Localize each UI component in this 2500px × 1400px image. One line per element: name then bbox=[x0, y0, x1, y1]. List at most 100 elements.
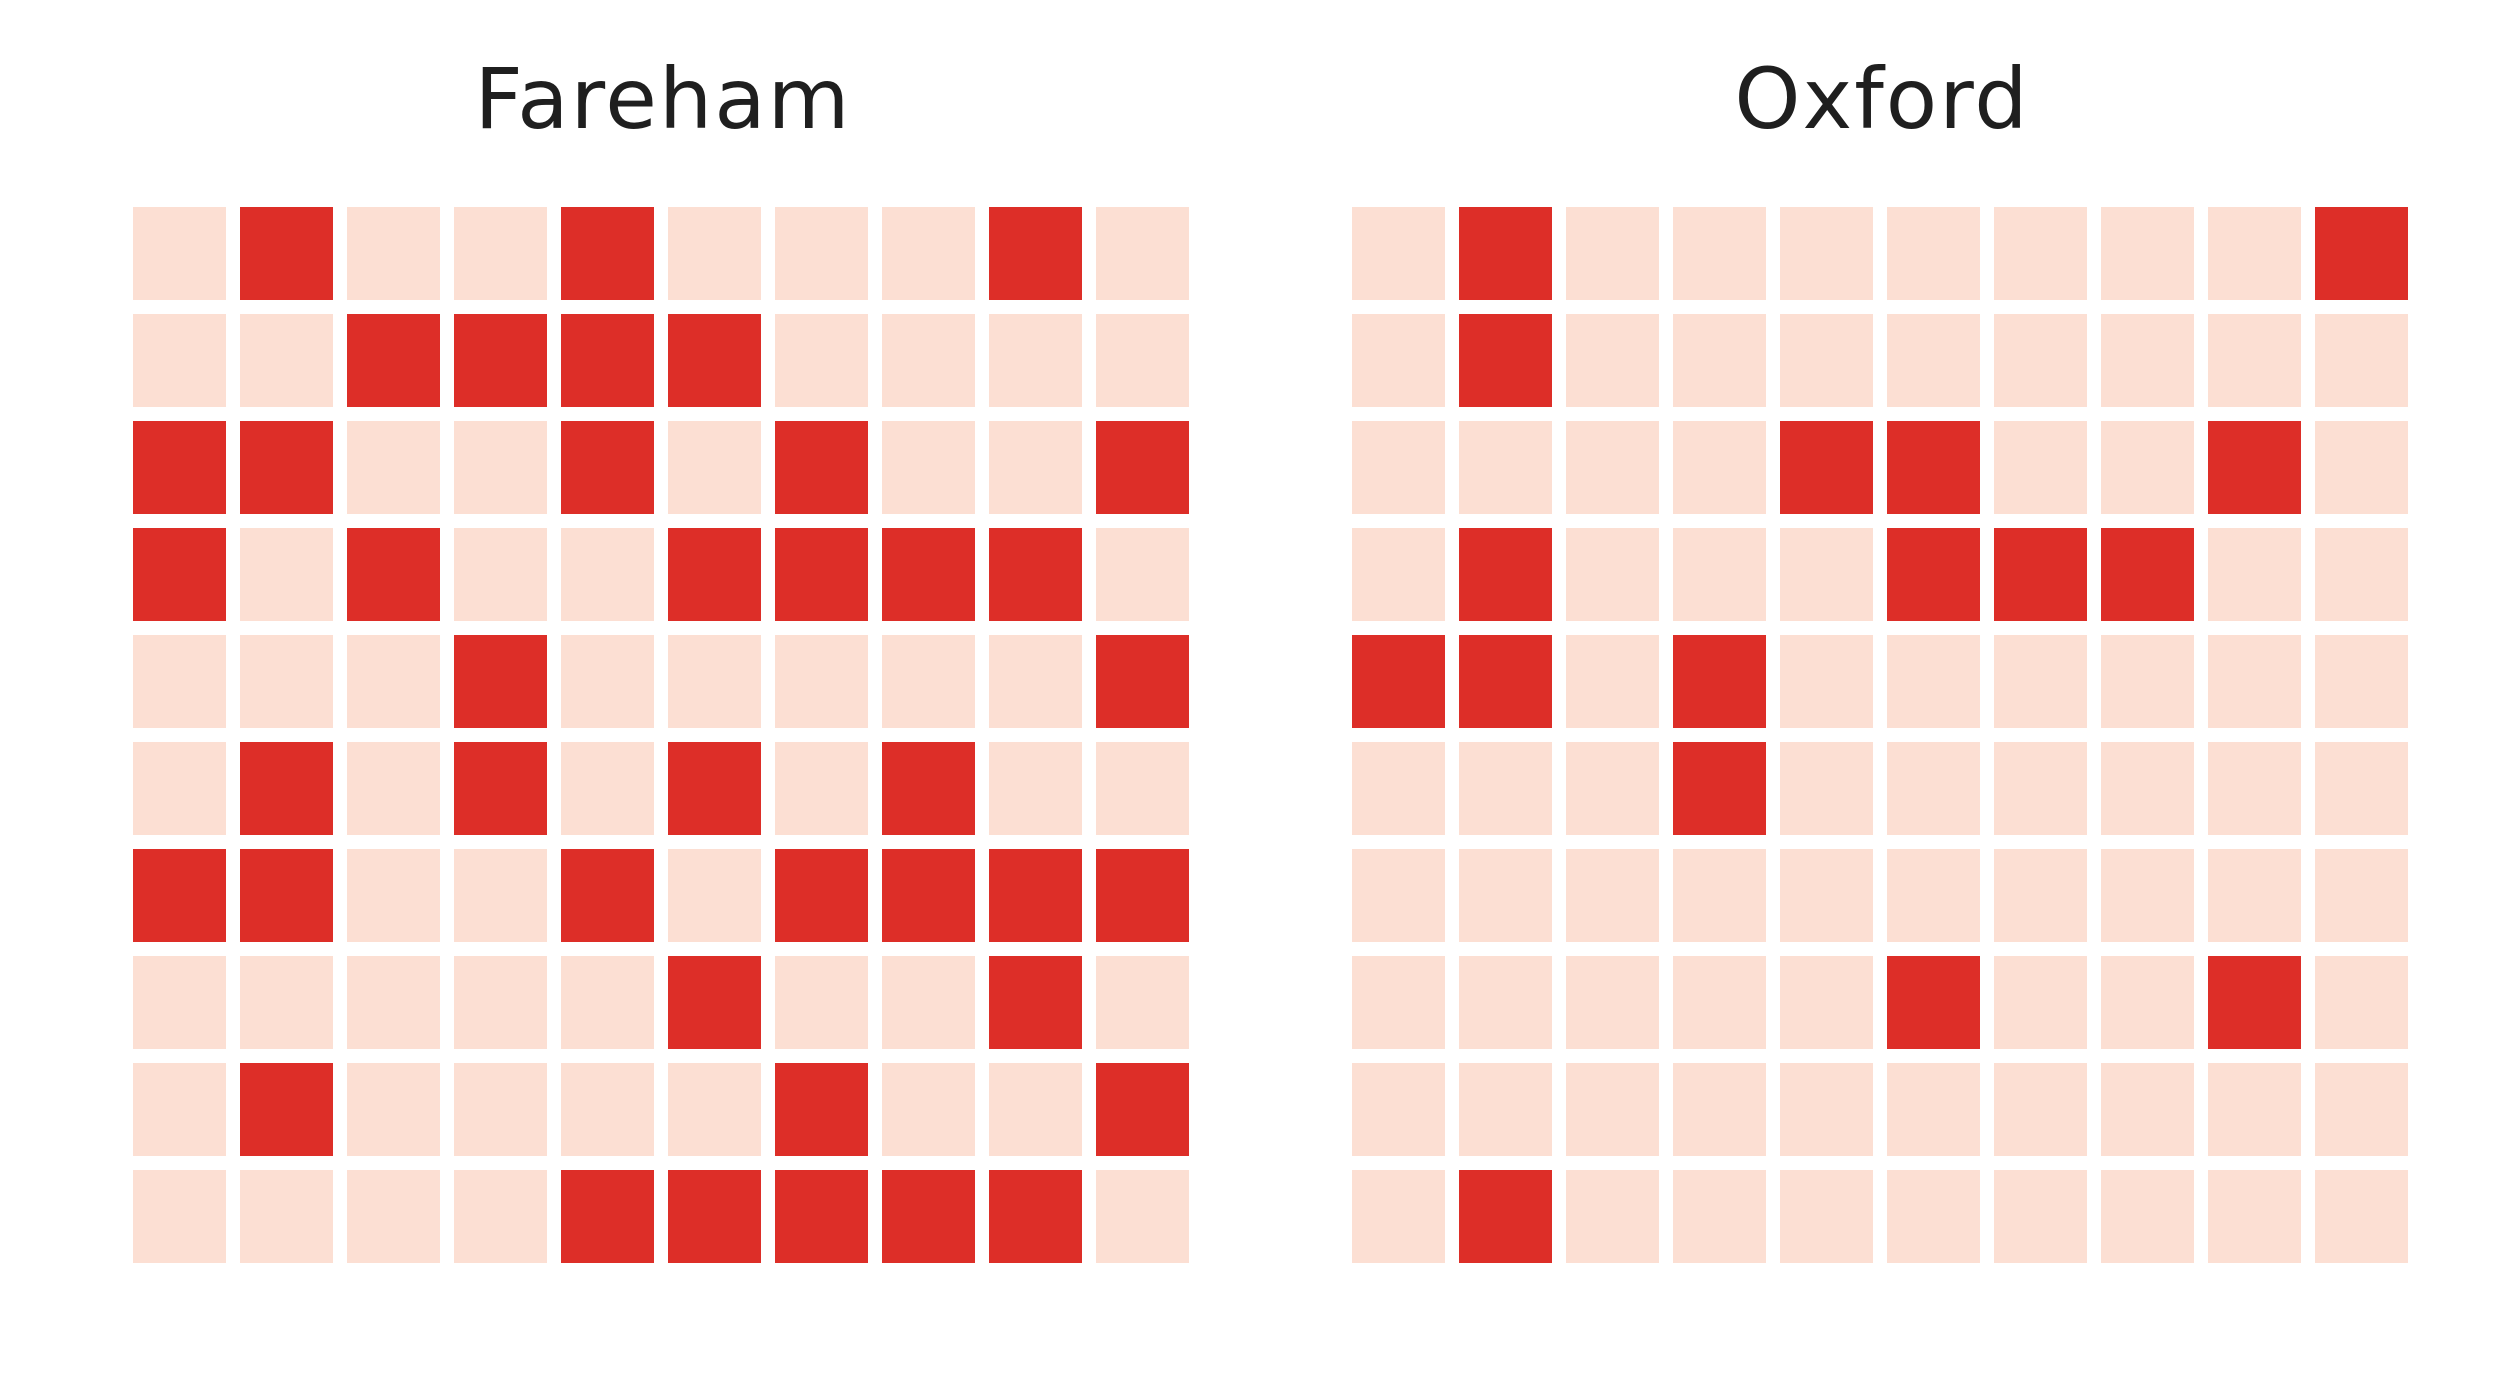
waffle-cell-empty bbox=[347, 956, 440, 1049]
waffle-cell-empty bbox=[1566, 207, 1659, 300]
waffle-cell-filled bbox=[1352, 635, 1445, 728]
waffle-cell-empty bbox=[2101, 421, 2194, 514]
waffle-cell-empty bbox=[1994, 849, 2087, 942]
waffle-cell-filled bbox=[347, 314, 440, 407]
waffle-cell-empty bbox=[454, 528, 547, 621]
waffle-cell-empty bbox=[1673, 1170, 1766, 1263]
waffle-cell-empty bbox=[2208, 528, 2301, 621]
waffle-cell-empty bbox=[1566, 314, 1659, 407]
waffle-cell-empty bbox=[1780, 528, 1873, 621]
waffle-cell-empty bbox=[1673, 314, 1766, 407]
waffle-cell-filled bbox=[775, 528, 868, 621]
waffle-cell-empty bbox=[668, 1063, 761, 1156]
waffle-cell-filled bbox=[2315, 207, 2408, 300]
waffle-cell-empty bbox=[1994, 207, 2087, 300]
waffle-cell-empty bbox=[1459, 1063, 1552, 1156]
waffle-cell-empty bbox=[989, 635, 1082, 728]
waffle-cell-empty bbox=[454, 849, 547, 942]
waffle-cell-filled bbox=[561, 849, 654, 942]
waffle-cell-empty bbox=[454, 1170, 547, 1263]
waffle-cell-filled bbox=[1887, 528, 1980, 621]
waffle-cell-filled bbox=[1673, 635, 1766, 728]
waffle-cell-empty bbox=[2315, 635, 2408, 728]
waffle-cell-filled bbox=[1459, 207, 1552, 300]
waffle-cell-empty bbox=[454, 1063, 547, 1156]
waffle-cell-empty bbox=[1096, 956, 1189, 1049]
waffle-cell-empty bbox=[347, 421, 440, 514]
waffle-cell-empty bbox=[2208, 314, 2301, 407]
waffle-cell-empty bbox=[347, 742, 440, 835]
waffle-cell-empty bbox=[1352, 956, 1445, 1049]
waffle-cell-empty bbox=[2315, 1063, 2408, 1156]
waffle-cell-empty bbox=[2208, 1170, 2301, 1263]
chart-title: Fareham bbox=[474, 50, 852, 148]
waffle-cell-empty bbox=[133, 207, 226, 300]
waffle-cell-empty bbox=[1096, 1170, 1189, 1263]
waffle-cell-empty bbox=[1352, 207, 1445, 300]
waffle-cell-filled bbox=[882, 1170, 975, 1263]
waffle-cell-empty bbox=[133, 314, 226, 407]
waffle-cell-empty bbox=[1994, 421, 2087, 514]
waffle-cell-filled bbox=[133, 849, 226, 942]
waffle-cell-empty bbox=[1887, 635, 1980, 728]
waffle-cell-empty bbox=[1673, 956, 1766, 1049]
waffle-cell-empty bbox=[1096, 314, 1189, 407]
waffle-cell-empty bbox=[561, 635, 654, 728]
waffle-cell-filled bbox=[1887, 956, 1980, 1049]
waffle-cell-empty bbox=[1780, 1063, 1873, 1156]
waffle-cell-empty bbox=[668, 635, 761, 728]
waffle-cell-empty bbox=[2101, 207, 2194, 300]
waffle-cell-filled bbox=[1780, 421, 1873, 514]
waffle-cell-empty bbox=[1780, 207, 1873, 300]
waffle-cell-empty bbox=[347, 1170, 440, 1263]
waffle-cell-empty bbox=[2208, 1063, 2301, 1156]
waffle-cell-empty bbox=[1780, 849, 1873, 942]
waffle-cell-filled bbox=[668, 1170, 761, 1263]
waffle-cell-empty bbox=[668, 849, 761, 942]
waffle-cell-empty bbox=[1780, 956, 1873, 1049]
waffle-cell-filled bbox=[882, 528, 975, 621]
waffle-cell-filled bbox=[1459, 1170, 1552, 1263]
waffle-cell-filled bbox=[989, 207, 1082, 300]
waffle-cell-empty bbox=[989, 1063, 1082, 1156]
waffle-cell-empty bbox=[1566, 742, 1659, 835]
waffle-cell-filled bbox=[989, 956, 1082, 1049]
waffle-cell-filled bbox=[989, 849, 1082, 942]
waffle-svg bbox=[1352, 207, 2408, 1263]
waffle-cell-empty bbox=[1096, 528, 1189, 621]
waffle-cell-empty bbox=[1887, 207, 1980, 300]
waffle-cell-empty bbox=[2315, 849, 2408, 942]
waffle-cell-empty bbox=[240, 956, 333, 1049]
waffle-cell-empty bbox=[1459, 849, 1552, 942]
waffle-cell-empty bbox=[240, 314, 333, 407]
waffle-cell-empty bbox=[882, 421, 975, 514]
waffle-cell-filled bbox=[1096, 635, 1189, 728]
waffle-cell-empty bbox=[1352, 742, 1445, 835]
waffle-cell-empty bbox=[775, 956, 868, 1049]
waffle-cell-empty bbox=[1780, 1170, 1873, 1263]
waffle-cell-empty bbox=[347, 207, 440, 300]
waffle-cell-empty bbox=[1994, 1170, 2087, 1263]
waffle-cell-empty bbox=[668, 421, 761, 514]
waffle-cell-empty bbox=[989, 421, 1082, 514]
waffle-cell-empty bbox=[2101, 1170, 2194, 1263]
waffle-cell-filled bbox=[1673, 742, 1766, 835]
waffle-cell-empty bbox=[1352, 849, 1445, 942]
waffle-svg bbox=[133, 207, 1189, 1263]
waffle-cell-empty bbox=[133, 1063, 226, 1156]
waffle-cell-empty bbox=[1566, 635, 1659, 728]
waffle-cell-empty bbox=[2101, 1063, 2194, 1156]
waffle-cell-filled bbox=[2101, 528, 2194, 621]
waffle-cell-filled bbox=[454, 314, 547, 407]
waffle-cell-filled bbox=[668, 528, 761, 621]
waffle-cell-empty bbox=[1887, 1063, 1980, 1156]
waffle-cell-empty bbox=[882, 314, 975, 407]
waffle-cell-empty bbox=[1352, 314, 1445, 407]
waffle-cell-empty bbox=[561, 956, 654, 1049]
waffle-cell-filled bbox=[561, 1170, 654, 1263]
waffle-cell-empty bbox=[2315, 742, 2408, 835]
waffle-cell-empty bbox=[347, 1063, 440, 1156]
waffle-cell-empty bbox=[1887, 849, 1980, 942]
waffle-cell-empty bbox=[1887, 742, 1980, 835]
waffle-cell-filled bbox=[1994, 528, 2087, 621]
